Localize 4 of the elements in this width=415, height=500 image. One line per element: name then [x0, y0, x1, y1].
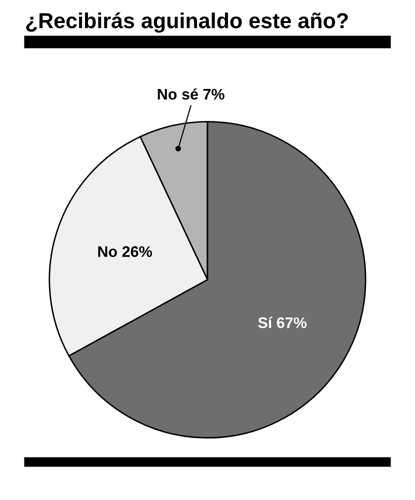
chart-title: ¿Recibirás aguinaldo este año? [26, 12, 348, 33]
slice-label: No 26% [98, 246, 152, 257]
slice-label: No sé 7% [158, 88, 224, 100]
slice-label: Sí 67% [258, 316, 307, 328]
